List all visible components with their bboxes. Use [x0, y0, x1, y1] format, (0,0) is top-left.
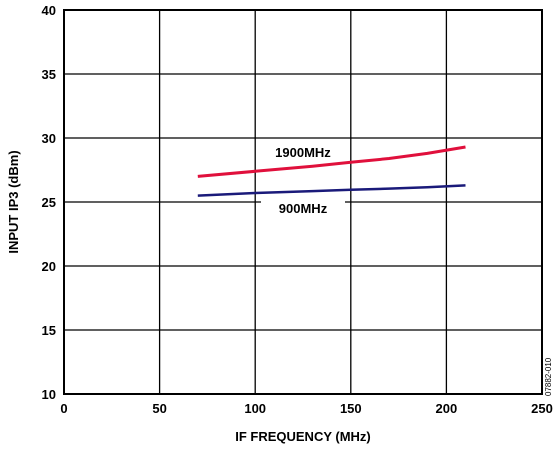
x-tick-label: 100 — [244, 401, 266, 416]
y-axis-title: INPUT IP3 (dBm) — [6, 150, 21, 253]
series-line-1900mhz — [197, 145, 466, 178]
plot-frame — [63, 9, 543, 395]
series-label-900mhz: 900MHz — [261, 199, 345, 217]
series-label-1900mhz-text: 1900MHz — [275, 145, 331, 160]
x-tick-label: 0 — [60, 401, 67, 416]
x-tick-label: 50 — [152, 401, 166, 416]
x-tick-labels: 0 50 100 150 200 250 — [60, 401, 552, 416]
grid — [64, 10, 542, 394]
series-label-900mhz-text: 900MHz — [279, 201, 328, 216]
series-label-1900mhz: 1900MHz — [261, 143, 345, 161]
series-line-900mhz — [197, 184, 466, 197]
x-tick-label: 200 — [436, 401, 458, 416]
y-tick-label: 25 — [42, 195, 56, 210]
y-tick-label: 40 — [42, 3, 56, 18]
y-tick-label: 15 — [42, 323, 56, 338]
x-tick-label: 250 — [531, 401, 553, 416]
series-layer — [197, 145, 466, 197]
y-tick-label: 10 — [42, 387, 56, 402]
y-tick-label: 30 — [42, 131, 56, 146]
x-tick-label: 150 — [340, 401, 362, 416]
y-tick-label: 20 — [42, 259, 56, 274]
y-tick-label: 35 — [42, 67, 56, 82]
axes — [63, 9, 543, 395]
figure-id: 07882-010 — [544, 357, 553, 396]
x-axis-title: IF FREQUENCY (MHz) — [235, 429, 371, 444]
y-tick-labels: 10 15 20 25 30 35 40 — [42, 3, 56, 402]
